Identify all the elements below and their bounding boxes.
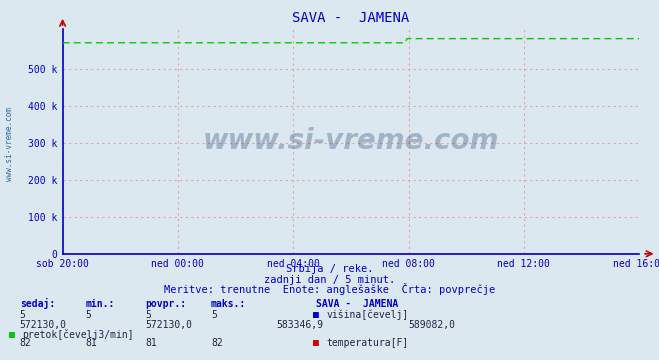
- Text: 583346,9: 583346,9: [277, 320, 324, 330]
- Text: Meritve: trenutne  Enote: anglešaške  Črta: povprečje: Meritve: trenutne Enote: anglešaške Črta…: [164, 283, 495, 296]
- Text: ■: ■: [313, 338, 319, 348]
- Text: min.:: min.:: [86, 299, 115, 309]
- Title: SAVA -  JAMENA: SAVA - JAMENA: [293, 11, 409, 25]
- Text: 5: 5: [86, 310, 92, 320]
- Text: 589082,0: 589082,0: [409, 320, 455, 330]
- Text: pretok[čevelj3/min]: pretok[čevelj3/min]: [22, 329, 134, 340]
- Text: sedaj:: sedaj:: [20, 298, 55, 309]
- Text: ■: ■: [9, 330, 15, 340]
- Text: 81: 81: [145, 338, 157, 348]
- Text: temperatura[F]: temperatura[F]: [326, 338, 409, 348]
- Text: ■: ■: [313, 310, 319, 320]
- Text: 5: 5: [20, 310, 26, 320]
- Text: 82: 82: [211, 338, 223, 348]
- Text: www.si-vreme.com: www.si-vreme.com: [203, 127, 499, 155]
- Text: 81: 81: [86, 338, 98, 348]
- Text: 5: 5: [145, 310, 151, 320]
- Text: maks.:: maks.:: [211, 299, 246, 309]
- Text: 572130,0: 572130,0: [145, 320, 192, 330]
- Text: SAVA -  JAMENA: SAVA - JAMENA: [316, 299, 399, 309]
- Text: 572130,0: 572130,0: [20, 320, 67, 330]
- Text: 82: 82: [20, 338, 32, 348]
- Text: Srbija / reke.: Srbija / reke.: [286, 264, 373, 274]
- Text: 5: 5: [211, 310, 217, 320]
- Text: zadnji dan / 5 minut.: zadnji dan / 5 minut.: [264, 275, 395, 285]
- Text: povpr.:: povpr.:: [145, 299, 186, 309]
- Text: višina[čevelj]: višina[čevelj]: [326, 309, 409, 320]
- Text: www.si-vreme.com: www.si-vreme.com: [5, 107, 14, 181]
